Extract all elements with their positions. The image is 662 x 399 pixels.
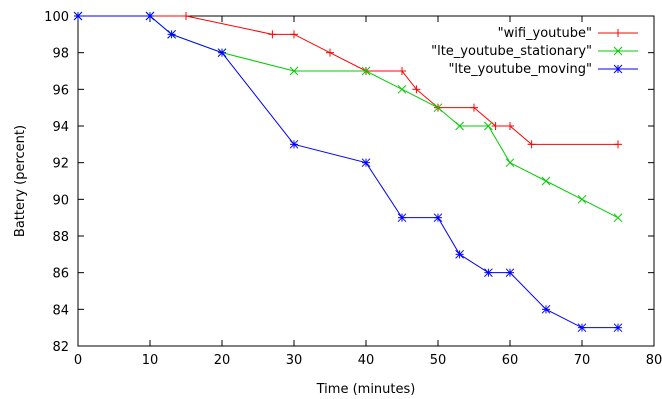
series-2 <box>73 11 623 333</box>
series-line <box>78 15 618 329</box>
data-point <box>577 194 587 204</box>
x-tick-label: 50 <box>430 353 447 368</box>
data-point <box>290 30 298 39</box>
data-point <box>505 268 515 278</box>
x-tick-label: 80 <box>646 353 662 368</box>
data-point <box>541 304 551 314</box>
x-tick-label: 10 <box>142 353 159 368</box>
y-tick-label: 82 <box>52 340 69 355</box>
chart-series <box>73 11 623 333</box>
chart-legend: "wifi_youtube" "lte_youtube_stationary" "l… <box>431 26 638 77</box>
data-point <box>505 158 515 168</box>
legend-label: "lte_youtube_stationary" <box>431 44 592 59</box>
legend-entry: "lte_youtube_moving" <box>448 62 638 77</box>
data-point <box>455 121 464 131</box>
legend-entry: "lte_youtube_stationary" <box>431 44 638 59</box>
data-point <box>506 122 514 130</box>
x-tick-label: 40 <box>358 353 375 368</box>
data-point <box>397 213 407 223</box>
data-point <box>613 213 623 223</box>
y-tick-label: 98 <box>52 47 69 62</box>
legend-marker <box>613 46 623 56</box>
data-point <box>484 268 493 278</box>
y-tick-label: 96 <box>52 83 69 98</box>
data-point <box>491 122 500 130</box>
legend-entry: "wifi_youtube" <box>498 26 638 41</box>
x-tick-label: 60 <box>502 353 519 368</box>
x-tick-label: 20 <box>214 353 231 368</box>
data-point <box>268 30 277 39</box>
legend-label: "lte_youtube_moving" <box>448 62 592 77</box>
data-point <box>614 140 622 149</box>
legend-label: "wifi_youtube" <box>498 26 592 41</box>
data-point <box>73 11 83 21</box>
data-point <box>398 67 406 75</box>
data-point <box>527 140 536 149</box>
data-point <box>217 48 227 58</box>
data-point <box>455 249 464 259</box>
chart-axes: 0 10 20 30 40 50 60 70 80 82 84 86 88 90 92 94 96 98 100 <box>44 10 662 368</box>
series-0 <box>74 12 622 149</box>
x-axis-label: Time (minutes) <box>316 382 416 397</box>
data-point <box>145 11 155 21</box>
legend-marker <box>614 29 622 37</box>
data-point <box>326 48 334 57</box>
data-point <box>289 66 299 76</box>
x-tick-label: 30 <box>286 353 303 368</box>
y-tick-label: 86 <box>52 267 69 282</box>
data-point <box>577 323 587 333</box>
legend-marker <box>613 64 623 74</box>
x-tick-label: 0 <box>74 353 82 368</box>
data-point <box>433 213 443 223</box>
x-tick-label: 70 <box>574 353 591 368</box>
y-axis-label: Battery (percent) <box>13 125 28 237</box>
data-point <box>412 85 421 94</box>
data-point <box>397 84 407 94</box>
y-tick-label: 84 <box>52 303 69 318</box>
data-point <box>433 103 443 113</box>
data-point <box>289 139 299 149</box>
data-point <box>470 103 478 112</box>
data-point <box>182 12 190 20</box>
y-tick-label: 100 <box>44 10 69 25</box>
data-point <box>613 323 623 333</box>
data-point <box>361 158 371 168</box>
data-point <box>361 66 371 76</box>
y-tick-label: 88 <box>52 230 69 245</box>
y-tick-label: 94 <box>52 120 69 135</box>
y-tick-label: 90 <box>52 193 69 208</box>
data-point <box>167 29 176 39</box>
data-point <box>484 121 493 131</box>
data-point <box>541 176 551 186</box>
y-tick-label: 92 <box>52 157 69 172</box>
